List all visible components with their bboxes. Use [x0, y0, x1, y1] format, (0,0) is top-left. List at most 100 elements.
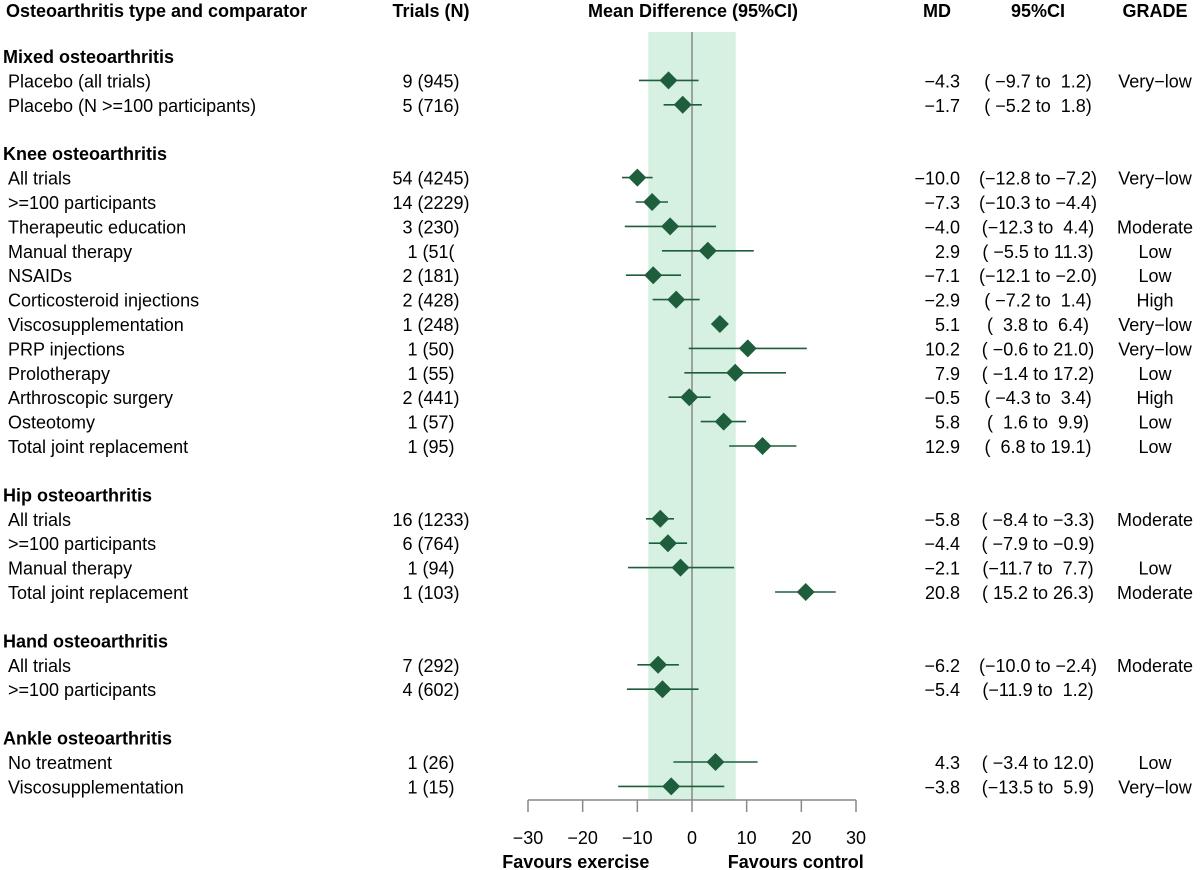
forest-row: All trials 16 (1233) −5.8 ( −8.4 to −3.3) Mo…: [8, 509, 1193, 530]
group-ankle-osteoarthritis: Ankle osteoarthritis No treatment 1 (26) 4.…: [3, 729, 1193, 798]
forest-row: All trials 54 (4245) −10.0 (−12.8 to −7.2) V…: [8, 168, 1193, 189]
row-grade: Very−low: [1118, 339, 1193, 359]
x-tick-label: 0: [687, 828, 697, 848]
row-md: 2.9: [935, 242, 960, 262]
x-tick-label: 20: [791, 828, 811, 848]
row-trials: 14 (2229): [392, 193, 469, 213]
estimate-marker: [671, 558, 690, 577]
row-grade: Moderate: [1117, 510, 1193, 530]
rows-layer: Mixed osteoarthritis Placebo (all trials)…: [3, 47, 1193, 797]
row-trials: 7 (292): [402, 656, 459, 676]
estimate-marker: [653, 680, 672, 699]
group-mixed-osteoarthritis: Mixed osteoarthritis Placebo (all trials)…: [3, 47, 1193, 116]
row-md: −6.2: [924, 656, 960, 676]
estimate-marker: [659, 71, 678, 90]
row-md: −4.3: [924, 71, 960, 91]
row-trials: 54 (4245): [392, 169, 469, 189]
header-grade: GRADE: [1122, 1, 1187, 21]
estimate-marker: [643, 193, 662, 211]
row-grade: Low: [1138, 364, 1172, 384]
forest-row: Placebo (N >=100 participants) 5 (716) −1.…: [8, 95, 1092, 116]
row-grade: High: [1136, 388, 1173, 408]
row-label: All trials: [8, 656, 71, 676]
row-md: −0.5: [924, 388, 960, 408]
row-trials: 1 (94): [407, 559, 454, 579]
row-ci: (−12.8 to −7.2): [979, 169, 1097, 189]
row-ci: ( −7.2 to 1.4): [984, 291, 1092, 311]
group-title: Hip osteoarthritis: [3, 485, 152, 505]
row-trials: 1 (95): [407, 437, 454, 457]
forest-row: NSAIDs 2 (181) −7.1 (−12.1 to −2.0) Low: [8, 266, 1173, 286]
row-label: Prolotherapy: [8, 364, 110, 384]
row-ci: ( 3.8 to 6.4): [987, 315, 1089, 335]
row-md: −7.1: [924, 266, 960, 286]
forest-row: Manual therapy 1 (94) −2.1 (−11.7 to 7.7) Lo…: [8, 558, 1173, 579]
row-grade: Low: [1138, 559, 1172, 579]
row-trials: 16 (1233): [392, 510, 469, 530]
row-label: Total joint replacement: [8, 583, 188, 603]
forest-row: Osteotomy 1 (57) 5.8 ( 1.6 to 9.9) Low: [8, 412, 1173, 433]
row-trials: 1 (26): [407, 753, 454, 773]
row-grade: Moderate: [1117, 217, 1193, 237]
group-knee-osteoarthritis: Knee osteoarthritis All trials 54 (4245) −1…: [3, 144, 1193, 457]
row-trials: 9 (945): [402, 71, 459, 91]
row-md: −7.3: [924, 193, 960, 213]
estimate-marker: [710, 315, 729, 333]
row-ci: (−11.7 to 7.7): [982, 559, 1093, 579]
row-trials: 5 (716): [402, 96, 459, 116]
row-label: Viscosupplementation: [8, 315, 184, 335]
row-md: −5.8: [924, 510, 960, 530]
row-ci: ( −0.6 to 21.0): [982, 339, 1095, 359]
forest-row: Prolotherapy 1 (55) 7.9 ( −1.4 to 17.2) Low: [8, 363, 1173, 384]
estimate-marker: [667, 290, 686, 309]
row-md: −2.1: [924, 559, 960, 579]
header-type: Osteoarthritis type and comparator: [6, 1, 307, 21]
row-label: Placebo (N >=100 participants): [8, 96, 256, 116]
row-ci: ( 15.2 to 26.3): [982, 583, 1094, 603]
row-trials: 1 (15): [407, 777, 454, 797]
header-ci: 95%CI: [1011, 1, 1065, 21]
row-md: 20.8: [925, 583, 960, 603]
x-axis: −30 −20 −10 0 10 20 30 Favours exercise Favours …: [502, 799, 866, 870]
row-md: −3.8: [924, 777, 960, 797]
forest-row: No treatment 1 (26) 4.3 ( −3.4 to 12.0) Low: [8, 753, 1173, 773]
row-grade: Very−low: [1118, 169, 1193, 189]
forest-row: Total joint replacement 1 (95) 12.9 ( 6.8 t…: [8, 437, 1173, 457]
row-grade: Very−low: [1118, 315, 1193, 335]
row-trials: 1 (51(: [407, 242, 454, 262]
row-md: 4.3: [935, 753, 960, 773]
estimate-marker: [698, 241, 717, 260]
forest-row: >=100 participants 6 (764) −4.4 ( −7.9 to −…: [8, 534, 1095, 554]
row-trials: 1 (103): [402, 583, 459, 603]
x-tick-label: −10: [622, 828, 653, 848]
x-label-favours-exercise: Favours exercise: [502, 852, 649, 870]
row-trials: 6 (764): [402, 534, 459, 554]
estimate-marker: [649, 655, 668, 674]
forest-row: Manual therapy 1 (51(2.9 ( −5.5 to 11.3) Lo…: [8, 242, 1173, 262]
forest-row: Arthroscopic surgery 2 (441) −0.5 ( −4.3 to…: [8, 388, 1174, 408]
row-ci: ( 6.8 to 19.1): [984, 437, 1091, 457]
row-label: Arthroscopic surgery: [8, 388, 173, 408]
row-label: Placebo (all trials): [8, 71, 151, 91]
row-md: −4.0: [924, 217, 960, 237]
row-ci: ( −7.9 to −0.9): [981, 534, 1094, 554]
forest-row: Total joint replacement 1 (103) 20.8 ( 15.2…: [8, 583, 1193, 603]
x-tick-label: −30: [513, 828, 544, 848]
group-title: Mixed osteoarthritis: [3, 47, 174, 67]
row-label: >=100 participants: [8, 534, 156, 554]
row-trials: 2 (181): [402, 266, 459, 286]
row-md: −1.7: [924, 96, 960, 116]
forest-row: All trials 7 (292) −6.2 (−10.0 to −2.4) Mode…: [8, 655, 1193, 676]
row-label: No treatment: [8, 753, 112, 773]
forest-row: Viscosupplementation 1 (15) −3.8 (−13.5 to …: [8, 777, 1193, 797]
row-grade: Low: [1138, 753, 1172, 773]
row-ci: ( −5.5 to 11.3): [982, 242, 1093, 262]
x-tick-label: 30: [846, 828, 866, 848]
row-ci: ( −1.4 to 17.2): [982, 364, 1095, 384]
row-trials: 1 (248): [402, 315, 459, 335]
row-grade: Very−low: [1118, 777, 1193, 797]
row-trials: 2 (428): [402, 291, 459, 311]
row-md: 5.1: [935, 315, 960, 335]
group-hand-osteoarthritis: Hand osteoarthritis All trials 7 (292) −6.2…: [3, 631, 1193, 700]
